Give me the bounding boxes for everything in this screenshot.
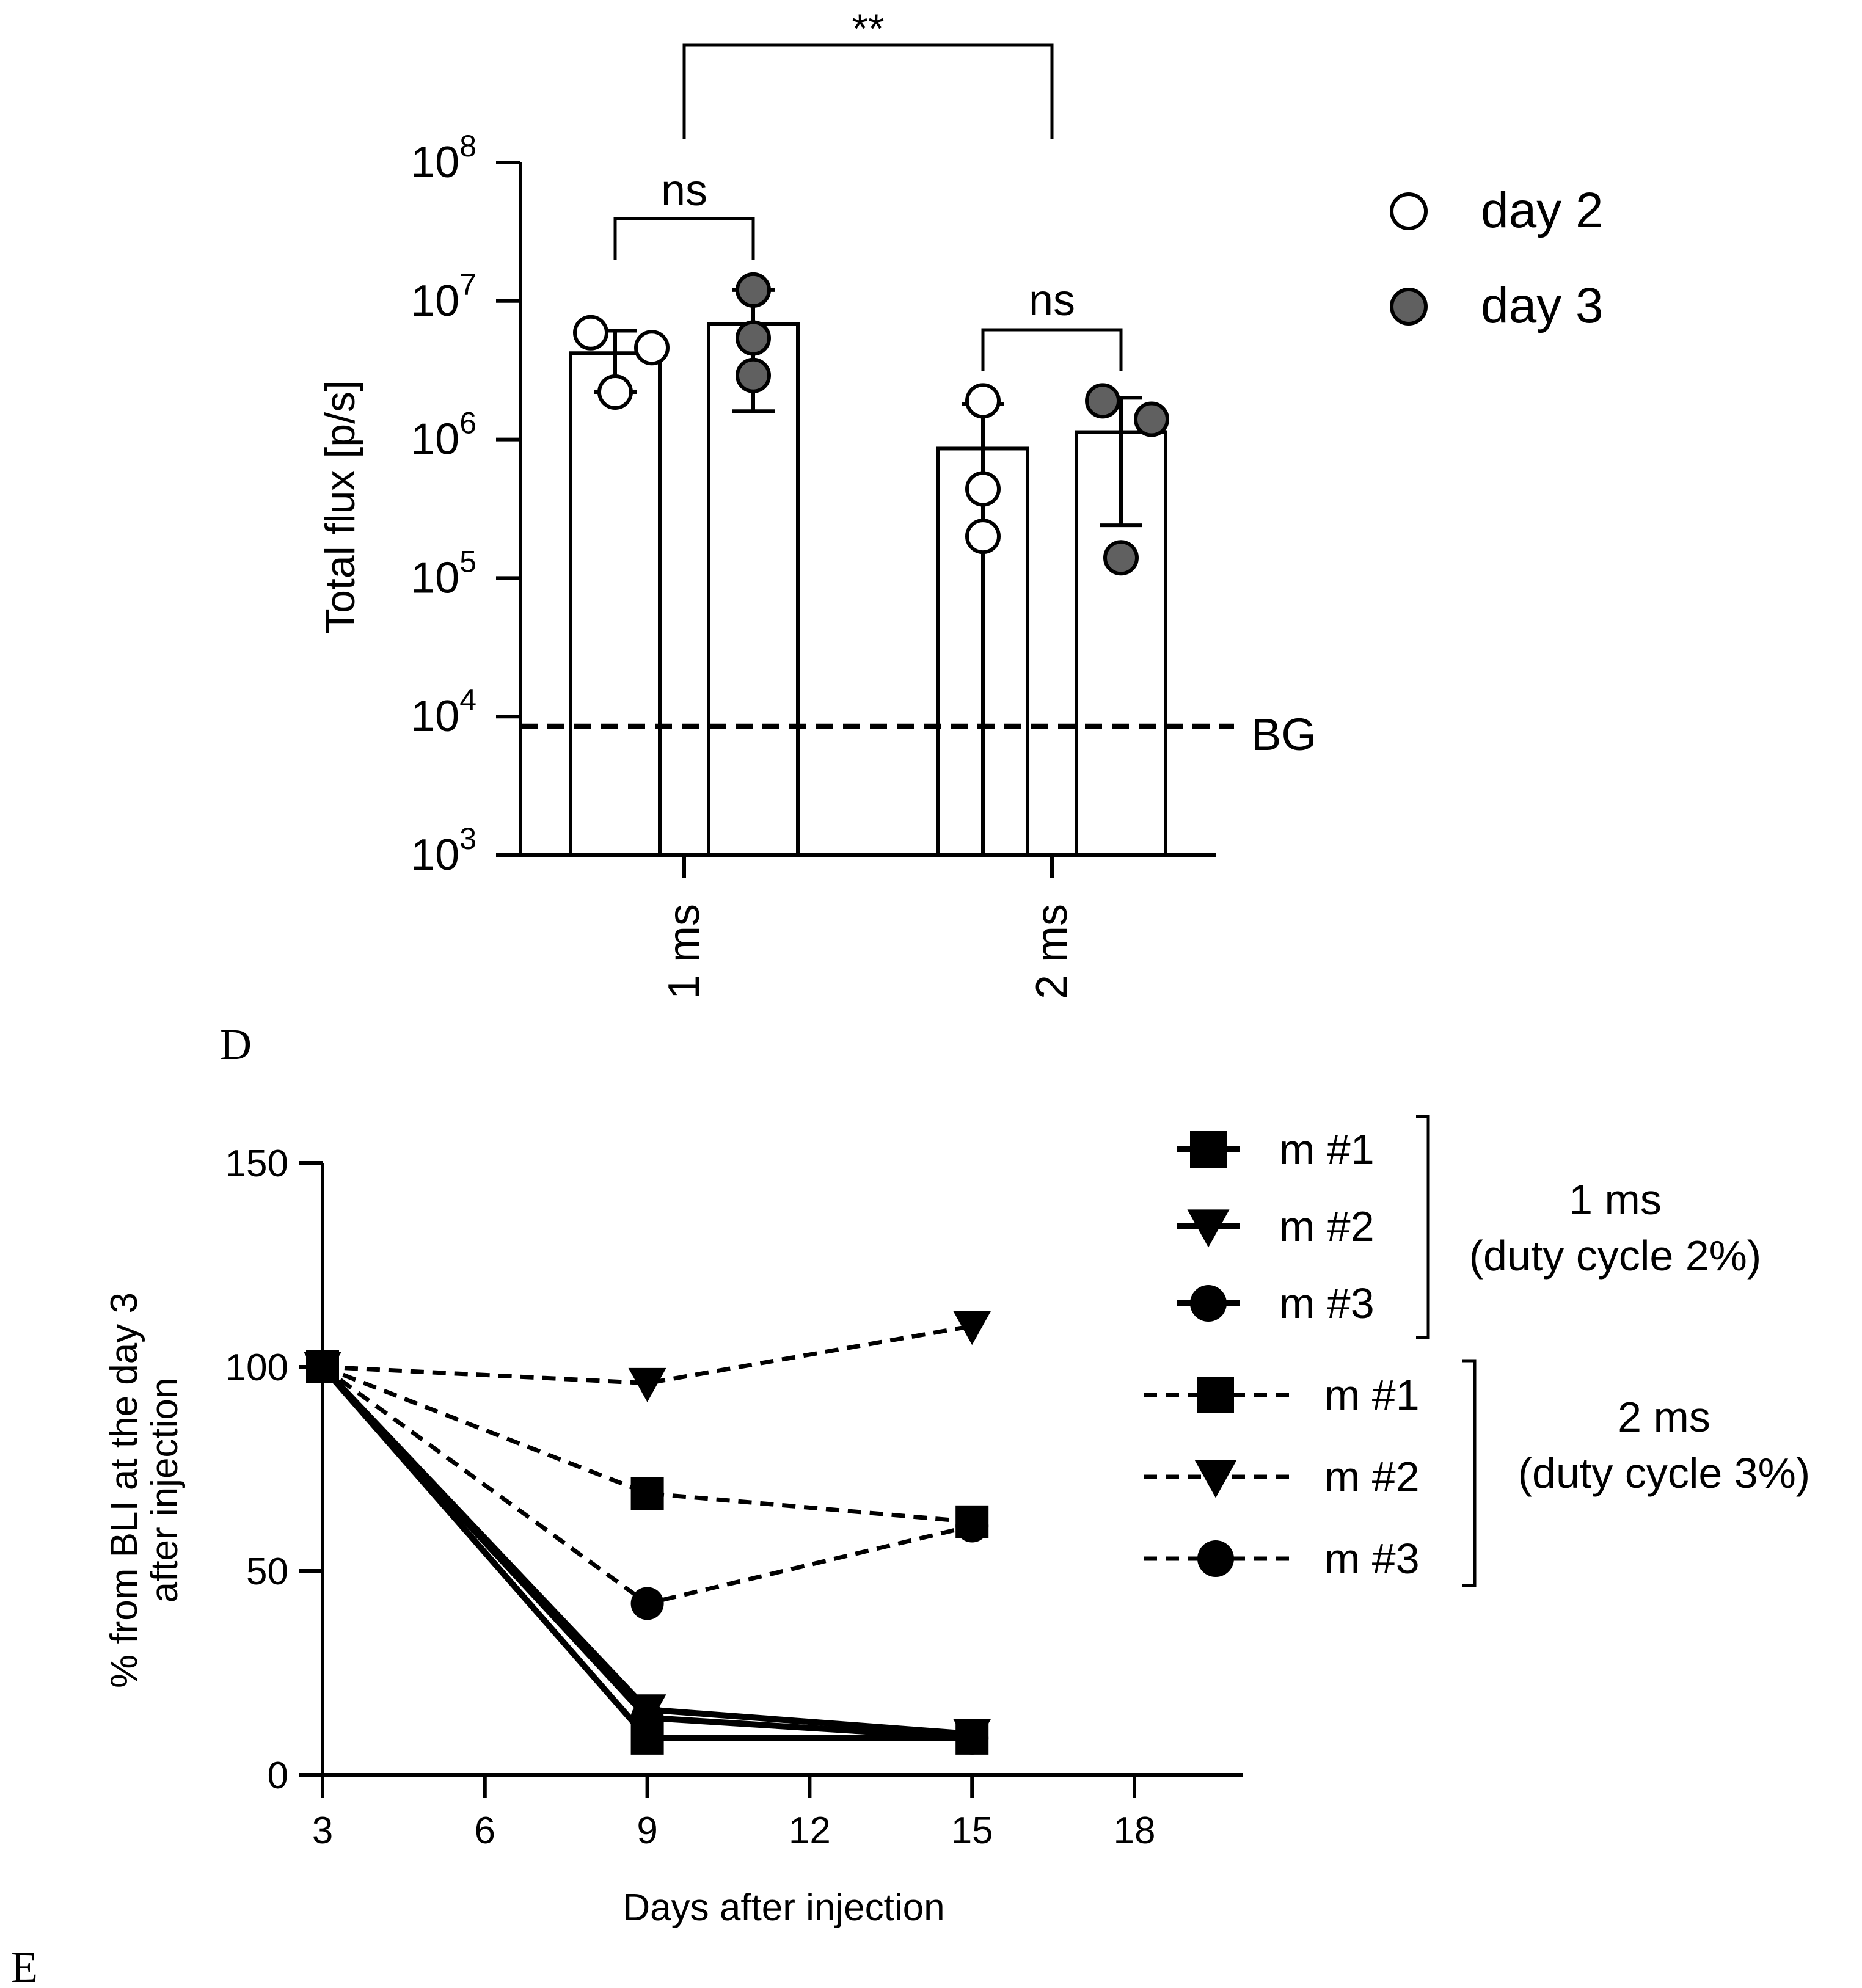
legend-group-2-title: 2 ms <box>1618 1393 1710 1441</box>
legend-group-1-subtitle: (duty cycle 2%) <box>1469 1232 1761 1280</box>
data-point-day-2 <box>965 471 1001 507</box>
legend-marker <box>1197 1377 1234 1413</box>
significance-bracket-2ms <box>981 328 1123 371</box>
y-tick-label: 106 <box>411 406 476 464</box>
data-point-day-3 <box>1134 401 1169 437</box>
legend-group-1-title: 1 ms <box>1569 1176 1662 1223</box>
significance-label-2ms: ns <box>1029 276 1075 325</box>
panel-label-d: D <box>220 1020 252 1069</box>
legend-bracket-1ms <box>1416 1115 1430 1339</box>
y-tick-label: 50 <box>246 1551 288 1593</box>
series-line-triangle-down-solid <box>320 1364 973 1738</box>
series-line-square-solid <box>320 1364 973 1741</box>
legend-label: day 2 <box>1481 183 1604 238</box>
data-point-day-3 <box>736 320 771 356</box>
y-tick-label: 104 <box>411 683 476 741</box>
bar-day-2-1ms <box>569 351 662 857</box>
legend-label: m #2 <box>1279 1203 1375 1250</box>
y-tick-label: 103 <box>411 821 476 879</box>
legend-marker <box>1194 1460 1237 1498</box>
legend-label: m #1 <box>1279 1126 1375 1173</box>
background-line-label: BG <box>1251 709 1316 760</box>
y-tick-label: 150 <box>225 1143 288 1185</box>
data-marker-circle-solid <box>306 1350 339 1383</box>
y-tick-label: 108 <box>411 129 476 187</box>
y-axis-label-line2: after injection <box>144 1378 186 1603</box>
data-point-day-2 <box>597 374 633 410</box>
y-axis-label: Total flux [p/s] <box>317 380 363 634</box>
significance-bracket-1ms <box>613 217 755 260</box>
data-marker-square-dashed <box>630 1477 664 1510</box>
chart-total-flux: 103 104 105 106 107 108 1 ms 2 ms ns ns ** day 2… <box>317 5 1604 999</box>
data-marker-triangle-down-dashed <box>628 1367 666 1402</box>
series-line-circle-solid <box>320 1364 973 1741</box>
data-point-day-3 <box>1085 383 1120 419</box>
series-line-square-dashed <box>321 1364 973 1524</box>
data-marker-circle-dashed <box>630 1587 664 1620</box>
legend-group-2-subtitle: (duty cycle 3%) <box>1518 1449 1810 1497</box>
data-marker-circle-solid <box>630 1701 664 1735</box>
significance-label-between: ** <box>852 5 885 52</box>
legend-label: m #2 <box>1324 1453 1420 1501</box>
x-tick-label: 15 <box>951 1810 993 1852</box>
x-tick-label: 1 ms <box>660 904 709 999</box>
legend-marker <box>1187 1209 1230 1248</box>
legend-label: m #1 <box>1324 1371 1420 1419</box>
chart-bli-percent: 0 50 100 150 3 6 9 12 15 18 m #1 m #2 m #3 m #1 m #2… <box>103 1115 1810 1929</box>
x-tick-label: 6 <box>475 1810 495 1852</box>
data-marker-circle-dashed <box>955 1509 989 1543</box>
legend-label: m #3 <box>1324 1535 1420 1582</box>
legend-marker <box>1390 288 1428 326</box>
data-point-day-2 <box>965 519 1001 555</box>
y-tick-label: 105 <box>411 544 476 602</box>
panel-label-e: E <box>11 1943 38 1988</box>
x-tick-label: 18 <box>1114 1810 1156 1852</box>
x-tick-label: 3 <box>312 1810 333 1852</box>
data-point-day-2 <box>573 315 608 351</box>
y-tick-label: 100 <box>225 1347 288 1389</box>
significance-label-1ms: ns <box>661 166 707 215</box>
data-marker-circle-solid <box>955 1721 989 1755</box>
data-point-day-2 <box>965 383 1001 419</box>
data-marker-triangle-down-dashed <box>953 1311 991 1345</box>
data-point-day-3 <box>1103 540 1139 576</box>
y-axis-label-line1: % from BLI at the day 3 <box>103 1292 145 1688</box>
x-tick-label: 9 <box>637 1810 657 1852</box>
legend-marker <box>1190 1131 1227 1168</box>
legend-label: m #3 <box>1279 1280 1375 1327</box>
legend-label: day 3 <box>1481 278 1604 333</box>
y-tick-label: 107 <box>411 268 476 326</box>
x-tick-label: 12 <box>789 1810 831 1852</box>
legend-marker <box>1197 1540 1234 1577</box>
y-tick-label: 0 <box>268 1755 288 1797</box>
data-point-day-2 <box>634 330 670 366</box>
x-tick-label: 2 ms <box>1028 904 1076 999</box>
legend-marker <box>1390 192 1428 230</box>
data-point-day-3 <box>736 357 771 393</box>
x-axis-label: Days after injection <box>622 1887 944 1929</box>
legend-marker <box>1190 1285 1227 1322</box>
data-point-day-3 <box>736 272 771 308</box>
significance-bracket-between <box>682 43 1054 139</box>
legend-bracket-2ms <box>1462 1359 1477 1587</box>
